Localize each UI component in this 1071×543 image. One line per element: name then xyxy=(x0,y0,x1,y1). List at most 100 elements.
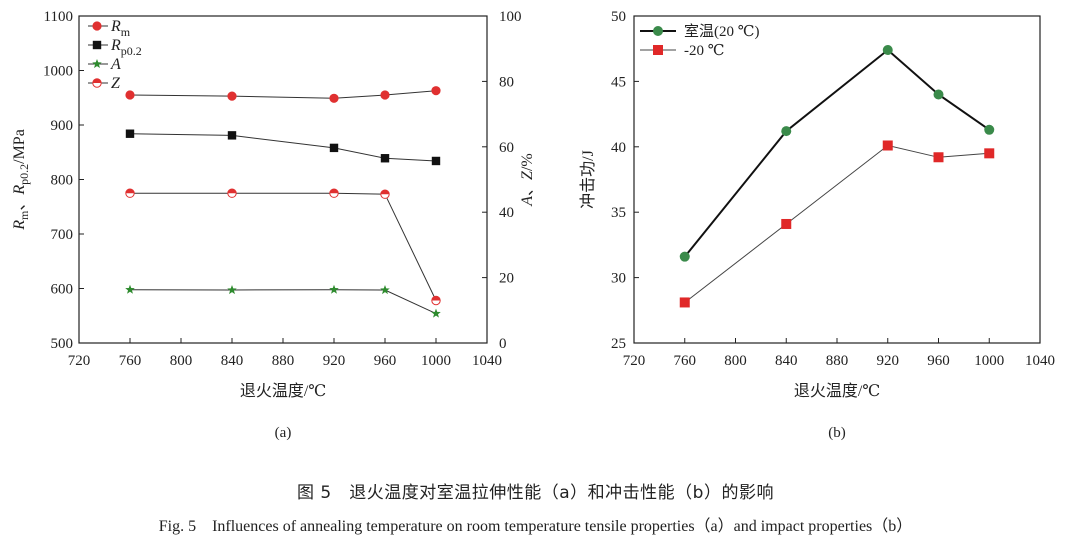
panel-a-legend-marker xyxy=(92,21,102,31)
panel-a-y-right-tick-label: 0 xyxy=(499,336,507,352)
panel-b-data-point xyxy=(679,251,690,262)
panel-a-y-left-tick-label: 1100 xyxy=(44,9,73,25)
panel-a-y-right-tick-label: 40 xyxy=(499,205,514,221)
panel-b-x-tick-label: 920 xyxy=(877,353,900,369)
panel-a-y-right-tick-label: 100 xyxy=(499,9,522,25)
panel-a-x-axis-label: 退火温度/℃ xyxy=(240,382,326,400)
panel-b-data-point xyxy=(679,297,690,308)
panel-b-y-tick-label: 50 xyxy=(611,9,626,25)
panel-a-x-tick-label: 960 xyxy=(374,353,397,369)
panel-b-y-tick-label: 30 xyxy=(611,271,626,287)
panel-b-data-point xyxy=(781,218,792,229)
panel-a-y-left-tick-label: 800 xyxy=(51,173,74,189)
panel-a-x-tick-label: 880 xyxy=(272,353,295,369)
panel-a-data-point-Rm xyxy=(380,90,390,100)
chart-panel-b: 720 760 800 840 880 920 960 1000 1040 退火温度/℃ (b) 25… xyxy=(579,9,1055,441)
panel-b-panel-label: (b) xyxy=(828,425,846,441)
panel-a-x-tick-label: 720 xyxy=(68,353,91,369)
panel-b-data-point xyxy=(984,148,995,159)
panel-a-data-point-Z-fill xyxy=(431,296,441,301)
panel-a-legend-label: Rm xyxy=(110,18,131,39)
panel-a-series-A xyxy=(125,284,441,318)
panel-a-y-left-tick-label: 600 xyxy=(51,282,74,298)
panel-a-panel-label: (a) xyxy=(275,425,292,441)
panel-a-data-point-Z-fill xyxy=(380,190,390,195)
panel-b-data-point xyxy=(984,124,995,135)
panel-b-data-point xyxy=(933,89,944,100)
panel-a-data-point-A xyxy=(125,284,135,294)
panel-b-x-tick-label: 960 xyxy=(927,353,950,369)
panel-a-data-point-Rm xyxy=(125,90,135,100)
panel-a-data-point-Rp0.2 xyxy=(227,131,237,140)
panel-a-series-line-A xyxy=(129,289,437,315)
chart-panel-a: 720 760 800 840 880 920 960 1000 1040退火温度/℃(a)50… xyxy=(11,9,536,441)
panel-a-data-point-Z-fill xyxy=(329,189,339,194)
panel-b-series-line xyxy=(684,144,990,303)
panel-a-legend-marker xyxy=(92,78,102,88)
panel-b-x-tick-label: 760 xyxy=(674,353,697,369)
panel-a-x-tick-label: 1000 xyxy=(421,353,451,369)
figure-caption-chinese: 图 5 退火温度对室温拉伸性能（a）和冲击性能（b）的影响 xyxy=(297,483,774,503)
panel-a-y-right-tick-label: 60 xyxy=(499,140,514,156)
panel-b-data-point xyxy=(933,152,944,163)
panel-a-legend-label: Rp0.2 xyxy=(110,37,142,58)
panel-b-y-tick-label: 35 xyxy=(611,205,626,221)
panel-b-y-tick-label: 40 xyxy=(611,140,626,156)
panel-a-y-right-tick-label: 80 xyxy=(499,74,514,90)
panel-a-data-point-A xyxy=(227,285,237,295)
panel-b-series-line xyxy=(684,48,990,258)
panel-b-x-tick-label: 880 xyxy=(826,353,849,369)
panel-b-x-tick-label: 800 xyxy=(724,353,747,369)
panel-b-legend-marker xyxy=(653,45,663,55)
panel-a-legend-marker-fill xyxy=(92,78,102,83)
panel-b-legend-label: -20 ℃ xyxy=(684,43,725,59)
panel-a-series-Z xyxy=(125,188,441,306)
panel-a-legend-marker xyxy=(92,40,102,50)
panel-b-series--20 ℃ xyxy=(679,140,995,308)
panel-a-data-point-Rm xyxy=(227,91,237,101)
panel-a-data-point-Rp0.2 xyxy=(380,154,390,163)
panel-a-x-tick-label: 800 xyxy=(170,353,193,369)
panel-a-data-point-A xyxy=(329,284,339,294)
panel-b-x-axis-label: 退火温度/℃ xyxy=(794,382,880,400)
panel-a-data-point-Z xyxy=(380,189,390,199)
figure-caption-english: Fig. 5 Influences of annealing temperatu… xyxy=(158,518,913,535)
panel-a-legend-label: A xyxy=(110,56,121,73)
panel-a-data-point-Rm xyxy=(329,93,339,103)
panel-b-legend-marker xyxy=(653,26,663,36)
panel-b-series-室温(20 ℃) xyxy=(679,45,995,262)
panel-a-series-line-Rp0.2 xyxy=(129,133,437,162)
panel-a-series-Rp0.2 xyxy=(125,129,441,166)
panel-a-y-left-tick-label: 900 xyxy=(51,118,74,134)
panel-b-data-point xyxy=(781,126,792,137)
panel-a-y-right-tick-label: 20 xyxy=(499,271,514,287)
panel-b-y-tick-label: 25 xyxy=(611,336,626,352)
panel-a-x-tick-label: 1040 xyxy=(472,353,502,369)
panel-b-y-axis-label: 冲击功/J xyxy=(579,150,597,209)
panel-a-y-right-axis-label: A、Z/% xyxy=(519,153,536,206)
panel-b-plot-frame xyxy=(633,15,1041,344)
panel-a-legend-label: Z xyxy=(111,75,121,92)
panel-b-data-point xyxy=(882,45,893,56)
panel-a-data-point-A xyxy=(380,285,390,295)
panel-b-x-tick-label: 840 xyxy=(775,353,798,369)
panel-a-data-point-A xyxy=(431,308,441,318)
panel-a-data-point-Rp0.2 xyxy=(329,143,339,153)
panel-a-x-tick-label: 760 xyxy=(119,353,142,369)
panel-b-x-tick-label: 1000 xyxy=(974,353,1004,369)
panel-a-data-point-Z xyxy=(431,295,441,306)
panel-a-data-point-Z-fill xyxy=(125,189,135,194)
panel-a-data-point-Z xyxy=(329,188,339,198)
panel-b-legend: 室温(20 ℃) -20 ℃ xyxy=(640,23,760,59)
panel-a-data-point-Z xyxy=(125,188,135,198)
panel-b-x-tick-label: 720 xyxy=(623,353,646,369)
panel-a-y-left-axis-label: Rm、Rp0.2/MPa xyxy=(11,129,31,231)
panel-a-series-line-Z xyxy=(130,192,437,301)
panel-a-data-point-Rp0.2 xyxy=(431,156,441,166)
panel-a-data-point-Z-fill xyxy=(227,189,237,194)
panel-a-plot-frame xyxy=(78,15,488,344)
panel-a-y-left-tick-label: 700 xyxy=(51,227,74,243)
panel-a-data-point-Rp0.2 xyxy=(125,129,135,138)
